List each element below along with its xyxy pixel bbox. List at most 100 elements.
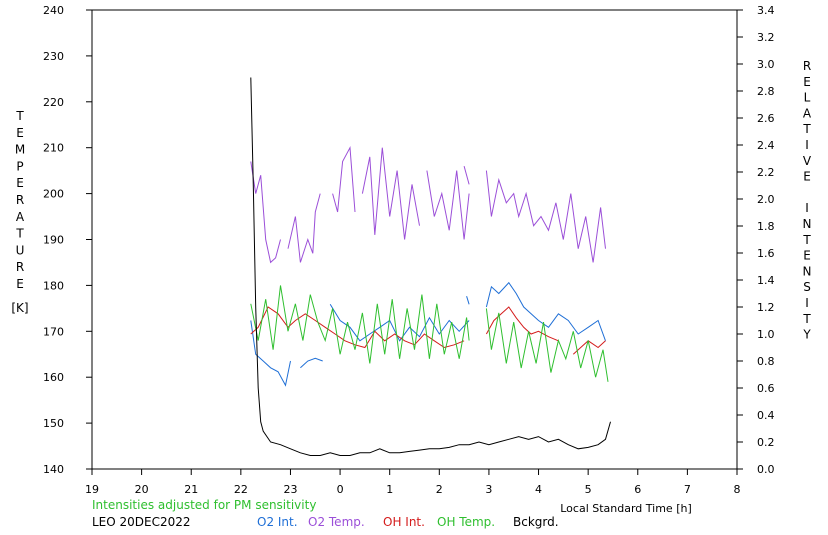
left-tick-label: 190 bbox=[43, 234, 64, 247]
right-tick-label: 2.4 bbox=[757, 139, 775, 152]
legend-item-o2-int: O2 Int. bbox=[257, 515, 298, 529]
x-tick-label: 19 bbox=[85, 483, 99, 496]
right-tick-label: 0.4 bbox=[757, 409, 775, 422]
right-title-letter: Y bbox=[802, 328, 811, 342]
left-title-letter: U bbox=[16, 243, 25, 257]
left-tick-label: 170 bbox=[43, 325, 64, 338]
series-line-oh-int bbox=[485, 306, 559, 342]
series-line-o2-int bbox=[466, 296, 470, 305]
left-title-letter: R bbox=[16, 260, 24, 274]
x-tick-label: 1 bbox=[386, 483, 393, 496]
right-title-letter: V bbox=[803, 154, 812, 168]
x-tick-label: 5 bbox=[585, 483, 592, 496]
right-title-letter: N bbox=[803, 264, 812, 278]
left-title-letter: P bbox=[16, 159, 23, 173]
left-tick-label: 230 bbox=[43, 50, 64, 63]
adjustment-note: Intensities adjusted for PM sensitivity bbox=[92, 498, 316, 512]
left-title-letter: T bbox=[15, 109, 24, 123]
left-tick-label: 150 bbox=[43, 417, 64, 430]
series-o2-temp bbox=[250, 145, 606, 264]
series-line-o2-temp bbox=[426, 170, 470, 240]
right-title-letter: R bbox=[803, 59, 811, 73]
left-title-letter: A bbox=[16, 210, 25, 224]
left-tick-label: 210 bbox=[43, 142, 64, 155]
right-title-letter: A bbox=[803, 106, 812, 120]
right-title-letter: E bbox=[803, 249, 811, 263]
x-tick-label: 23 bbox=[283, 483, 297, 496]
series-oh-temp bbox=[250, 285, 609, 382]
x-tick-label: 4 bbox=[535, 483, 542, 496]
right-title-letter: S bbox=[803, 280, 811, 294]
left-tick-label: 160 bbox=[43, 371, 64, 384]
series-line-o2-int bbox=[485, 281, 606, 341]
right-tick-label: 1.8 bbox=[757, 220, 775, 233]
right-tick-label: 1.6 bbox=[757, 247, 775, 260]
series-line-o2-int bbox=[250, 320, 291, 387]
legend-item-o2-temp: O2 Temp. bbox=[308, 515, 365, 529]
x-axis-label: Local Standard Time [h] bbox=[560, 502, 692, 515]
right-title-letter: I bbox=[805, 201, 809, 215]
right-title-letter: T bbox=[802, 233, 811, 247]
series-line-oh-temp bbox=[485, 308, 609, 382]
x-tick-label: 21 bbox=[184, 483, 198, 496]
right-title-letter: I bbox=[805, 138, 809, 152]
x-tick-label: 0 bbox=[337, 483, 344, 496]
series-o2-int bbox=[250, 281, 606, 387]
left-title-letter: E bbox=[16, 277, 24, 291]
right-title-letter: L bbox=[804, 91, 811, 105]
right-tick-label: 1.2 bbox=[757, 301, 775, 314]
legend-item-bckgrd: Bckgrd. bbox=[513, 515, 559, 529]
right-tick-label: 3.4 bbox=[757, 4, 775, 17]
x-axis: 19 20 21 22 23 0 1 2 3 4 5 6 7 8 bbox=[85, 469, 741, 496]
left-title-letter: E bbox=[16, 126, 24, 140]
legend-item-oh-int: OH Int. bbox=[383, 515, 425, 529]
right-tick-label: 2.6 bbox=[757, 112, 775, 125]
left-axis-unit: [K] bbox=[11, 301, 28, 315]
left-title-letter: R bbox=[16, 193, 24, 207]
right-tick-label: 3.2 bbox=[757, 31, 775, 44]
series-line-o2-temp bbox=[287, 193, 321, 263]
x-tick-label: 3 bbox=[485, 483, 492, 496]
left-title-letter: M bbox=[15, 143, 25, 157]
legend-item-oh-temp: OH Temp. bbox=[437, 515, 495, 529]
right-tick-label: 1.4 bbox=[757, 274, 775, 287]
station-date-label: LEO 20DEC2022 bbox=[92, 515, 191, 529]
x-tick-label: 6 bbox=[634, 483, 641, 496]
series-line-o2-temp bbox=[485, 170, 606, 263]
right-tick-label: 2.8 bbox=[757, 85, 775, 98]
series-line-o2-int bbox=[300, 357, 323, 369]
right-tick-label: 0.8 bbox=[757, 355, 775, 368]
series-line-o2-int bbox=[329, 304, 470, 342]
left-tick-label: 180 bbox=[43, 279, 64, 292]
x-tick-label: 8 bbox=[734, 483, 741, 496]
right-title-letter: N bbox=[803, 217, 812, 231]
series-line-oh-temp bbox=[250, 285, 470, 364]
series-line-o2-temp bbox=[332, 145, 356, 213]
left-title-letter: T bbox=[15, 227, 24, 241]
right-title-letter: T bbox=[802, 312, 811, 326]
x-tick-label: 7 bbox=[684, 483, 691, 496]
plot-frame bbox=[91, 9, 738, 470]
legend: O2 Int. O2 Temp. OH Int. OH Temp. Bckgrd. bbox=[257, 515, 559, 529]
series-layer bbox=[250, 77, 611, 456]
right-title-letter: I bbox=[805, 296, 809, 310]
left-tick-label: 220 bbox=[43, 96, 64, 109]
right-axis: 0.0 0.2 0.4 0.6 0.8 1.0 1.2 1.4 1.6 1.8 2.0 2.2 2.4 2… bbox=[737, 4, 775, 476]
right-tick-label: 0.0 bbox=[757, 463, 775, 476]
x-tick-label: 22 bbox=[234, 483, 248, 496]
series-line-o2-temp bbox=[361, 147, 420, 240]
right-tick-label: 1.0 bbox=[757, 328, 775, 341]
left-tick-label: 240 bbox=[43, 4, 64, 17]
right-title-letter: E bbox=[803, 75, 811, 89]
right-tick-label: 2.0 bbox=[757, 193, 775, 206]
x-tick-label: 2 bbox=[436, 483, 443, 496]
series-line-o2-temp bbox=[463, 165, 470, 185]
series-line-oh-int bbox=[250, 306, 465, 349]
left-title-letter: E bbox=[16, 176, 24, 190]
right-tick-label: 2.2 bbox=[757, 166, 775, 179]
series-bckgrd bbox=[250, 77, 611, 456]
right-title-letter: T bbox=[802, 122, 811, 136]
